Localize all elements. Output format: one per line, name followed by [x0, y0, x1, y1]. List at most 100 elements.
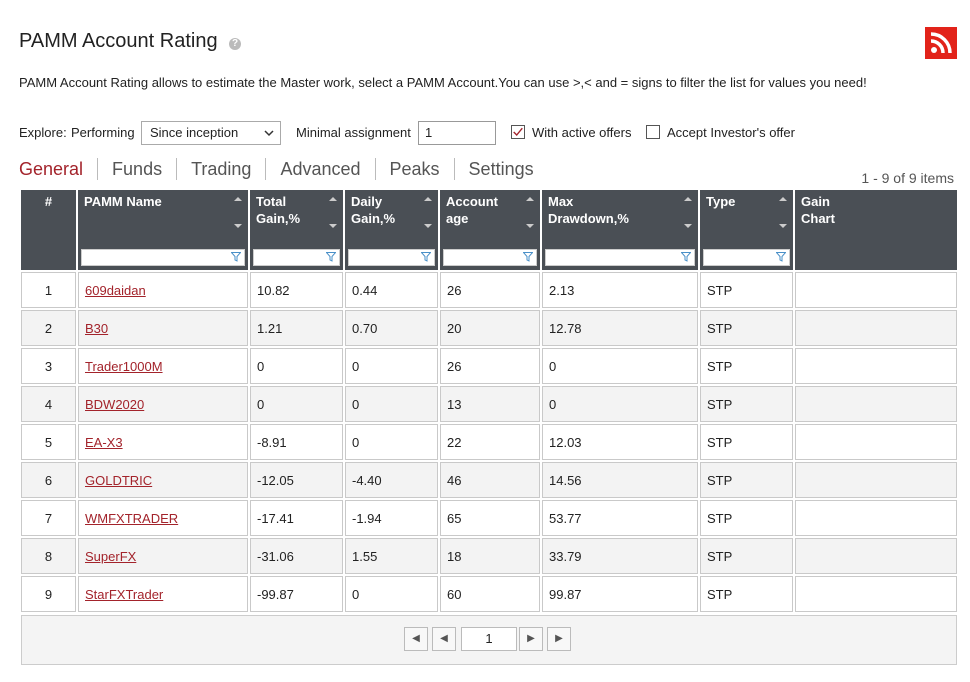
- tab[interactable]: Peaks: [374, 158, 454, 180]
- cell-value: 26: [447, 359, 462, 374]
- table-cell: EA-X3: [78, 424, 248, 460]
- cell-value: 14.56: [549, 473, 582, 488]
- account-link[interactable]: Trader1000M: [85, 359, 163, 374]
- table-cell: 0: [345, 576, 438, 612]
- sort-arrows: [234, 196, 242, 228]
- table-cell: GOLDTRIC: [78, 462, 248, 498]
- sort-icon: [684, 197, 692, 228]
- tab[interactable]: General: [19, 159, 84, 179]
- table-cell: StarFXTrader: [78, 576, 248, 612]
- table-cell: 26: [440, 348, 540, 384]
- account-link[interactable]: WMFXTRADER: [85, 511, 179, 526]
- cell-value: 18: [447, 549, 462, 564]
- column-header[interactable]: Daily Gain,%: [345, 190, 438, 270]
- table-cell: 7: [21, 500, 76, 536]
- column-header[interactable]: PAMM Name: [78, 190, 248, 270]
- cell-value: 8: [44, 549, 53, 564]
- column-filter[interactable]: [545, 249, 695, 266]
- tab[interactable]: Settings: [453, 158, 548, 180]
- table-cell: 1.21: [250, 310, 343, 346]
- cell-value: STP: [707, 549, 733, 564]
- filter-icon: [523, 252, 533, 262]
- table-cell: WMFXTRADER: [78, 500, 248, 536]
- column-filter[interactable]: [253, 249, 340, 266]
- first-page-button[interactable]: ◀: [404, 627, 428, 651]
- account-link[interactable]: BDW2020: [85, 397, 145, 412]
- table-cell: 0.70: [345, 310, 438, 346]
- filter-icon: [776, 252, 786, 262]
- column-filter[interactable]: [81, 249, 245, 266]
- table-cell: 99.87: [542, 576, 698, 612]
- period-select[interactable]: Since inception: [141, 121, 281, 145]
- table-cell: 0: [345, 348, 438, 384]
- cell-value: 1.21: [257, 321, 283, 336]
- table-cell: STP: [700, 386, 793, 422]
- rss-icon[interactable]: [925, 27, 957, 59]
- cell-value: 0: [352, 435, 360, 450]
- last-page-button[interactable]: ▶: [547, 627, 571, 651]
- table-cell: 18: [440, 538, 540, 574]
- table-cell: -17.41: [250, 500, 343, 536]
- account-link[interactable]: SuperFX: [85, 549, 137, 564]
- account-link[interactable]: 609daidan: [85, 283, 146, 298]
- help-icon[interactable]: ?: [229, 38, 241, 50]
- table-cell: 12.78: [542, 310, 698, 346]
- cell-value: 0.70: [352, 321, 378, 336]
- cell-value: 0: [549, 359, 557, 374]
- table-cell: [795, 500, 957, 536]
- table-cell: 0: [250, 386, 343, 422]
- table-cell: [795, 424, 957, 460]
- column-filter[interactable]: [348, 249, 435, 266]
- cell-value: -12.05: [257, 473, 294, 488]
- column-title: #: [44, 194, 53, 209]
- table-cell: [795, 272, 957, 308]
- table-cell: -31.06: [250, 538, 343, 574]
- table-cell: [795, 538, 957, 574]
- column-filter[interactable]: [443, 249, 537, 266]
- column-header[interactable]: Max Drawdown,%: [542, 190, 698, 270]
- tab[interactable]: Funds: [97, 158, 176, 180]
- cell-value: 1.55: [352, 549, 378, 564]
- table-cell: BDW2020: [78, 386, 248, 422]
- table-cell: 609daidan: [78, 272, 248, 308]
- table-cell: -12.05: [250, 462, 343, 498]
- table-cell: 1.55: [345, 538, 438, 574]
- account-link[interactable]: GOLDTRIC: [85, 473, 153, 488]
- column-header[interactable]: Type: [700, 190, 793, 270]
- minimal-input[interactable]: 1: [418, 121, 496, 145]
- cell-value: 0.44: [352, 283, 378, 298]
- active-offers-checkbox[interactable]: [511, 125, 525, 139]
- sort-arrows: [329, 196, 337, 228]
- filter-icon: [681, 252, 691, 262]
- column-title: Total Gain,%: [256, 194, 301, 226]
- cell-value: STP: [707, 321, 733, 336]
- table-cell: B30: [78, 310, 248, 346]
- cell-value: 13: [447, 397, 462, 412]
- investor-offer-checkbox[interactable]: [646, 125, 660, 139]
- table-cell: 4: [21, 386, 76, 422]
- column-header[interactable]: Total Gain,%: [250, 190, 343, 270]
- column-title: Max Drawdown,%: [548, 194, 629, 226]
- account-link[interactable]: EA-X3: [85, 435, 123, 450]
- active-offers-label: With active offers: [532, 125, 632, 140]
- column-filter[interactable]: [703, 249, 790, 266]
- table-cell: 1: [21, 272, 76, 308]
- column-header[interactable]: Account age: [440, 190, 540, 270]
- table-cell: 2.13: [542, 272, 698, 308]
- explore-label: Explore:: [19, 125, 67, 140]
- cell-value: 5: [44, 435, 53, 450]
- page-input[interactable]: 1: [461, 627, 517, 651]
- tab[interactable]: Trading: [176, 158, 265, 180]
- next-page-button[interactable]: ▶: [519, 627, 543, 651]
- tab[interactable]: Advanced: [265, 158, 374, 180]
- cell-value: STP: [707, 283, 733, 298]
- cell-value: -1.94: [352, 511, 382, 526]
- cell-value: -4.40: [352, 473, 382, 488]
- cell-value: 46: [447, 473, 462, 488]
- account-link[interactable]: B30: [85, 321, 109, 336]
- investor-offer-label: Accept Investor's offer: [667, 125, 795, 140]
- account-link[interactable]: StarFXTrader: [85, 587, 164, 602]
- prev-page-button[interactable]: ◀: [432, 627, 456, 651]
- cell-value: STP: [707, 473, 733, 488]
- cell-value: 0: [352, 359, 360, 374]
